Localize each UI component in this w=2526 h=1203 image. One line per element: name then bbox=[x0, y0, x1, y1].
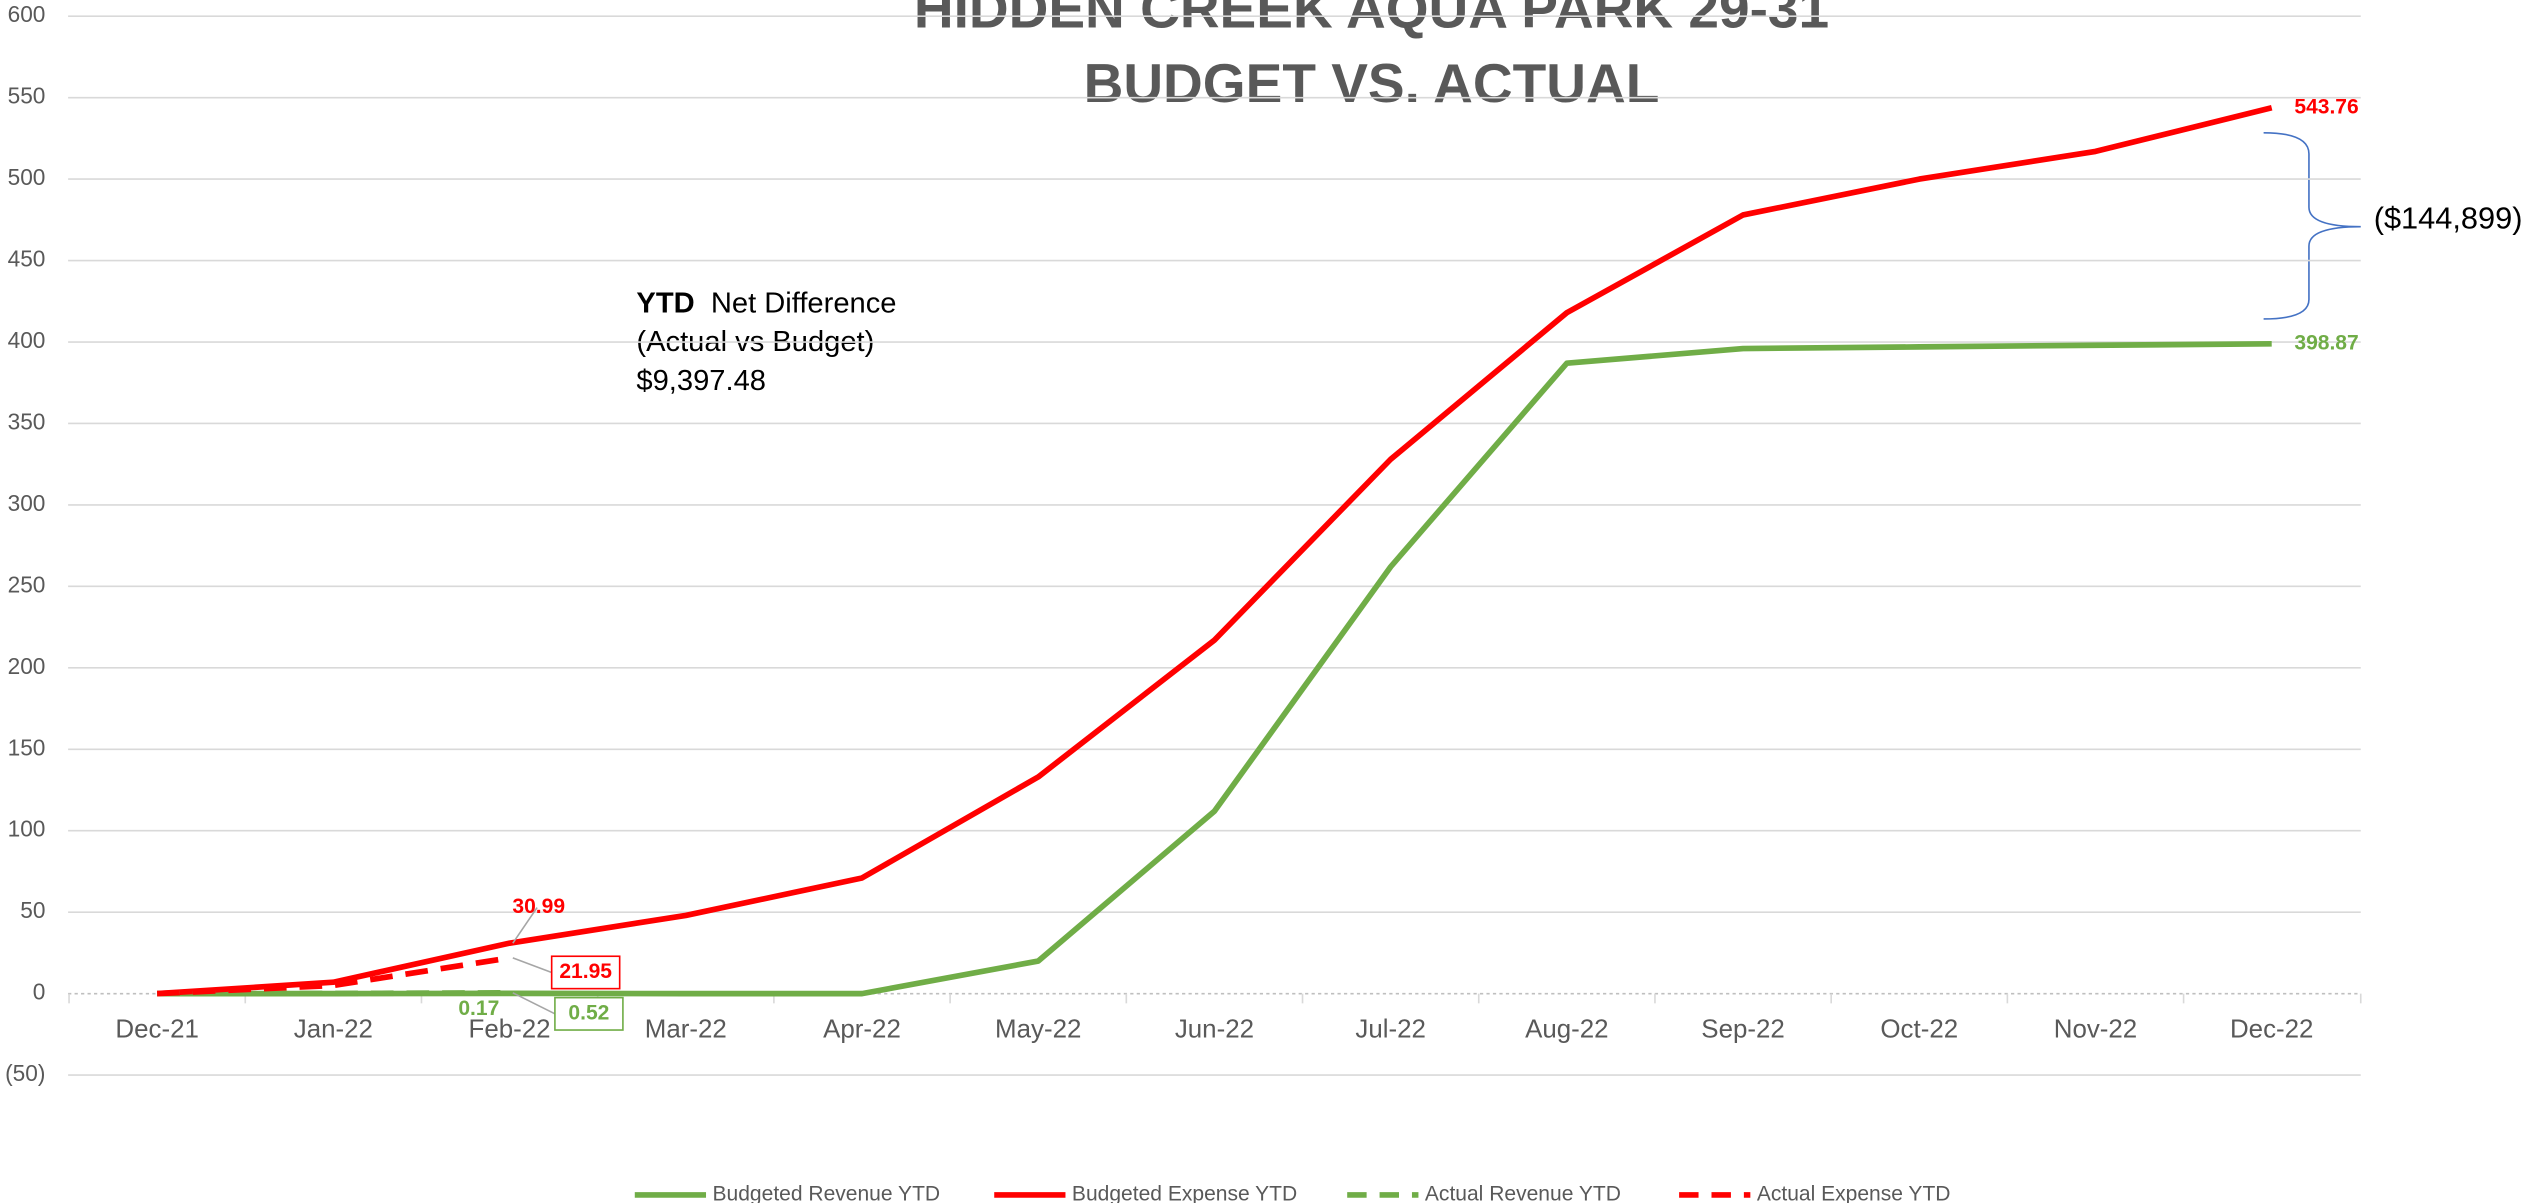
note-value: $9,397.48 bbox=[636, 365, 766, 397]
y-tick-label: 50 bbox=[20, 897, 45, 923]
label-leader bbox=[512, 957, 552, 974]
legend-label: Budgeted Expense YTD bbox=[1072, 1182, 1297, 1203]
data-label: 0.52 bbox=[568, 1001, 609, 1024]
x-tick-label: Dec-21 bbox=[115, 1016, 198, 1044]
data-label: 543.76 bbox=[2294, 95, 2358, 118]
x-tick-label: Apr-22 bbox=[823, 1016, 901, 1044]
legend-label: Actual Expense YTD bbox=[1757, 1182, 1951, 1203]
y-tick-label: 400 bbox=[8, 327, 46, 353]
x-tick-label: May-22 bbox=[995, 1016, 1081, 1044]
note: YTD Net Difference bbox=[636, 287, 896, 319]
y-tick-label: 450 bbox=[8, 246, 46, 272]
x-tick-label: Jul-22 bbox=[1355, 1016, 1426, 1044]
x-tick-label: Sep-22 bbox=[1701, 1016, 1785, 1044]
label-leader bbox=[512, 992, 556, 1015]
label-leader bbox=[512, 907, 538, 944]
series-line bbox=[157, 341, 2272, 997]
x-tick-label: Dec-22 bbox=[2230, 1016, 2313, 1044]
y-tick-label: (50) bbox=[5, 1060, 45, 1086]
legend-label: Budgeted Revenue YTD bbox=[713, 1182, 941, 1203]
series-line bbox=[156, 105, 2273, 997]
label-box bbox=[554, 996, 624, 1031]
x-tick-label: Oct-22 bbox=[1880, 1016, 1958, 1044]
series-line bbox=[157, 989, 510, 997]
data-label: 21.95 bbox=[559, 960, 612, 983]
x-tick-label: Jan-22 bbox=[294, 1016, 373, 1044]
x-tick-label: Nov-22 bbox=[2054, 1016, 2137, 1044]
y-tick-label: 300 bbox=[8, 490, 46, 516]
series-line bbox=[157, 955, 511, 997]
x-tick-label: Jun-22 bbox=[1175, 1016, 1254, 1044]
y-tick-label: 100 bbox=[8, 816, 46, 842]
legend-label: Actual Revenue YTD bbox=[1425, 1182, 1621, 1203]
data-label: 30.99 bbox=[512, 895, 565, 918]
note-text: Net Difference bbox=[711, 287, 897, 319]
x-tick-label: Mar-22 bbox=[645, 1016, 727, 1044]
y-tick-label: 550 bbox=[8, 83, 46, 109]
data-label: 398.87 bbox=[2294, 331, 2358, 354]
y-tick-label: 250 bbox=[8, 571, 46, 597]
chart-title: BUDGET VS. ACTUAL bbox=[1084, 52, 1660, 114]
chart-title: HIDDEN CREEK AQUA PARK 29-31 bbox=[914, 0, 1829, 39]
y-tick-label: 350 bbox=[8, 408, 46, 434]
x-tick-label: Feb-22 bbox=[469, 1016, 551, 1044]
data-label: 0.17 bbox=[458, 997, 499, 1020]
label-box bbox=[550, 955, 621, 990]
gap-annotation: ($144,899) bbox=[2374, 200, 2523, 235]
note-bold: YTD bbox=[636, 287, 694, 319]
y-tick-label: 150 bbox=[8, 734, 46, 760]
y-tick-label: 600 bbox=[8, 1, 46, 27]
x-tick-label: Aug-22 bbox=[1525, 1016, 1609, 1044]
y-tick-label: 200 bbox=[8, 653, 46, 679]
y-tick-label: 500 bbox=[8, 164, 46, 190]
y-tick-label: 0 bbox=[33, 979, 46, 1005]
gap-brace bbox=[2263, 131, 2361, 320]
